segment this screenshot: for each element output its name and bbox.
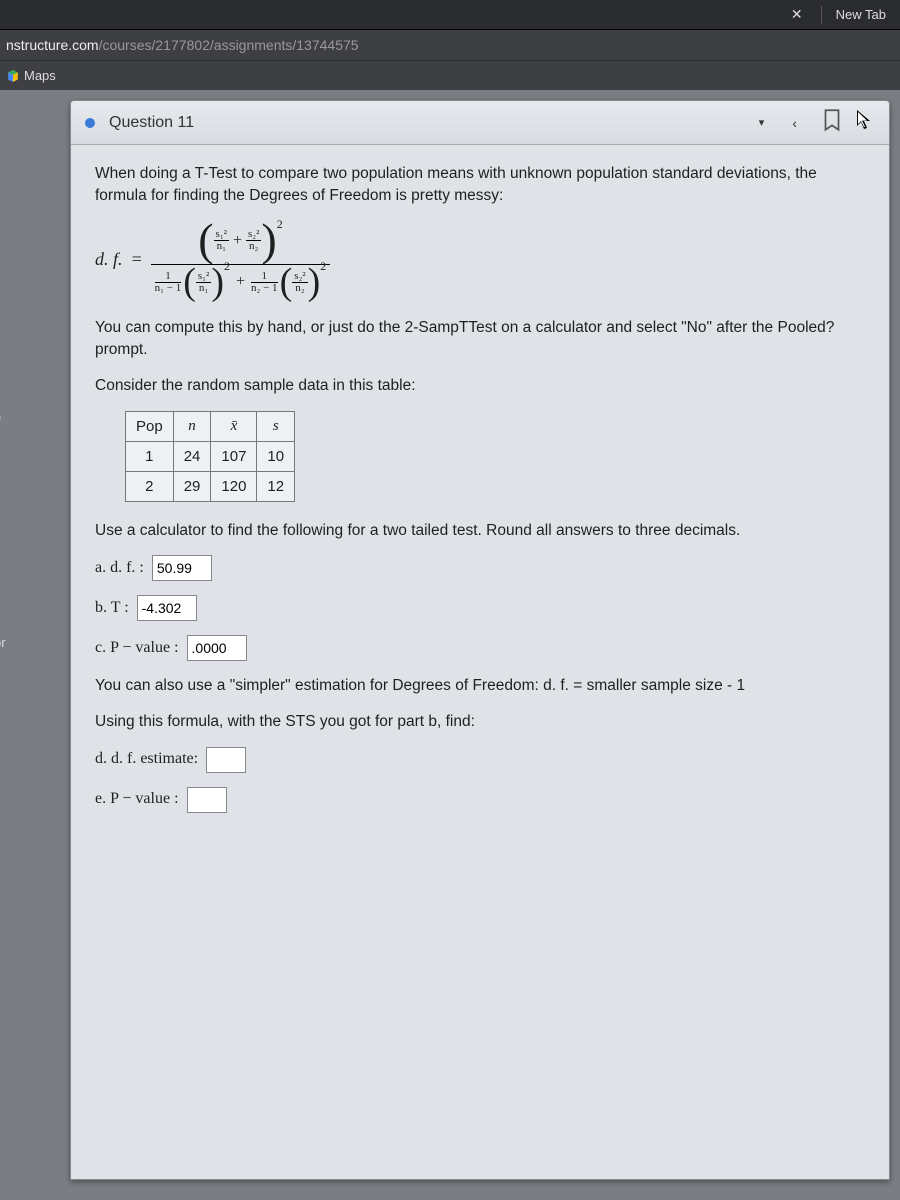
cursor-arrow-icon	[853, 108, 875, 138]
table-header-row: Pop n x̄ s	[126, 411, 295, 441]
question-card: Question 11 ▾ ‹ When doing a T-Test to c…	[70, 100, 890, 1180]
th-n: n	[173, 411, 211, 441]
bookmark-flag-icon[interactable]	[819, 107, 845, 138]
url-host: nstructure.com	[6, 37, 99, 53]
df-label: d. f.	[95, 247, 123, 272]
note-simpler: You can also use a "simpler" estimation …	[95, 675, 871, 697]
df-formula: d. f. = ( s₁²n₁ + s₂²n₂ ) 2	[95, 220, 871, 299]
status-dot-icon	[85, 118, 95, 128]
question-body: When doing a T-Test to compare two popul…	[71, 145, 889, 857]
answer-c: c. P − value :	[95, 635, 871, 661]
answer-d-input[interactable]	[206, 747, 246, 773]
maps-icon	[6, 69, 20, 83]
th-pop: Pop	[126, 411, 174, 441]
answer-a-input[interactable]	[152, 555, 212, 581]
edge-letter-or: or	[0, 635, 6, 650]
url-path: /courses/2177802/assignments/13744575	[99, 37, 359, 53]
sample-data-table: Pop n x̄ s 1 24 107 10 2 29 120 12	[125, 411, 295, 502]
answer-e: e. P − value :	[95, 787, 871, 813]
page-content: e or Question 11 ▾ ‹ When doing a T-Test…	[0, 90, 900, 1200]
answer-d: d. d. f. estimate:	[95, 747, 871, 773]
tab-separator	[821, 6, 822, 24]
answer-e-input[interactable]	[187, 787, 227, 813]
answer-c-input[interactable]	[187, 635, 247, 661]
new-tab-button[interactable]: New Tab	[830, 7, 892, 22]
tab-close-icon[interactable]: ✕	[791, 6, 803, 23]
answer-b: b. T :	[95, 595, 871, 621]
browser-tab-bar: ✕ New Tab	[0, 0, 900, 30]
note-using: Using this formula, with the STS you got…	[95, 711, 871, 733]
table-row: 2 29 120 12	[126, 471, 295, 501]
table-row: 1 24 107 10	[126, 441, 295, 471]
prev-question-button[interactable]: ‹	[784, 113, 805, 133]
answer-a-label: a. d. f. :	[95, 559, 144, 576]
answer-c-label: c. P − value :	[95, 639, 179, 656]
intro-text: When doing a T-Test to compare two popul…	[95, 163, 871, 206]
note-consider: Consider the random sample data in this …	[95, 375, 871, 397]
equals-sign: =	[131, 247, 143, 272]
bookmark-bar: Maps	[0, 60, 900, 90]
note-use-calc: Use a calculator to find the following f…	[95, 520, 871, 542]
bookmark-maps[interactable]: Maps	[6, 68, 56, 83]
url-bar[interactable]: nstructure.com/courses/2177802/assignmen…	[0, 30, 900, 60]
left-edge-text: e or	[0, 90, 10, 1200]
note-calculator: You can compute this by hand, or just do…	[95, 317, 871, 360]
answer-b-label: b. T :	[95, 599, 129, 616]
bookmark-maps-label: Maps	[24, 68, 56, 83]
th-s: s	[257, 411, 295, 441]
question-header: Question 11 ▾ ‹	[71, 101, 889, 145]
answer-a: a. d. f. :	[95, 555, 871, 581]
question-dropdown-caret[interactable]: ▾	[753, 114, 771, 131]
answer-d-label: d. d. f. estimate:	[95, 750, 198, 767]
question-title: Question 11	[109, 114, 194, 132]
th-xbar: x̄	[211, 411, 257, 441]
answer-e-label: e. P − value :	[95, 790, 179, 807]
answer-b-input[interactable]	[137, 595, 197, 621]
edge-letter-e: e	[0, 410, 1, 425]
